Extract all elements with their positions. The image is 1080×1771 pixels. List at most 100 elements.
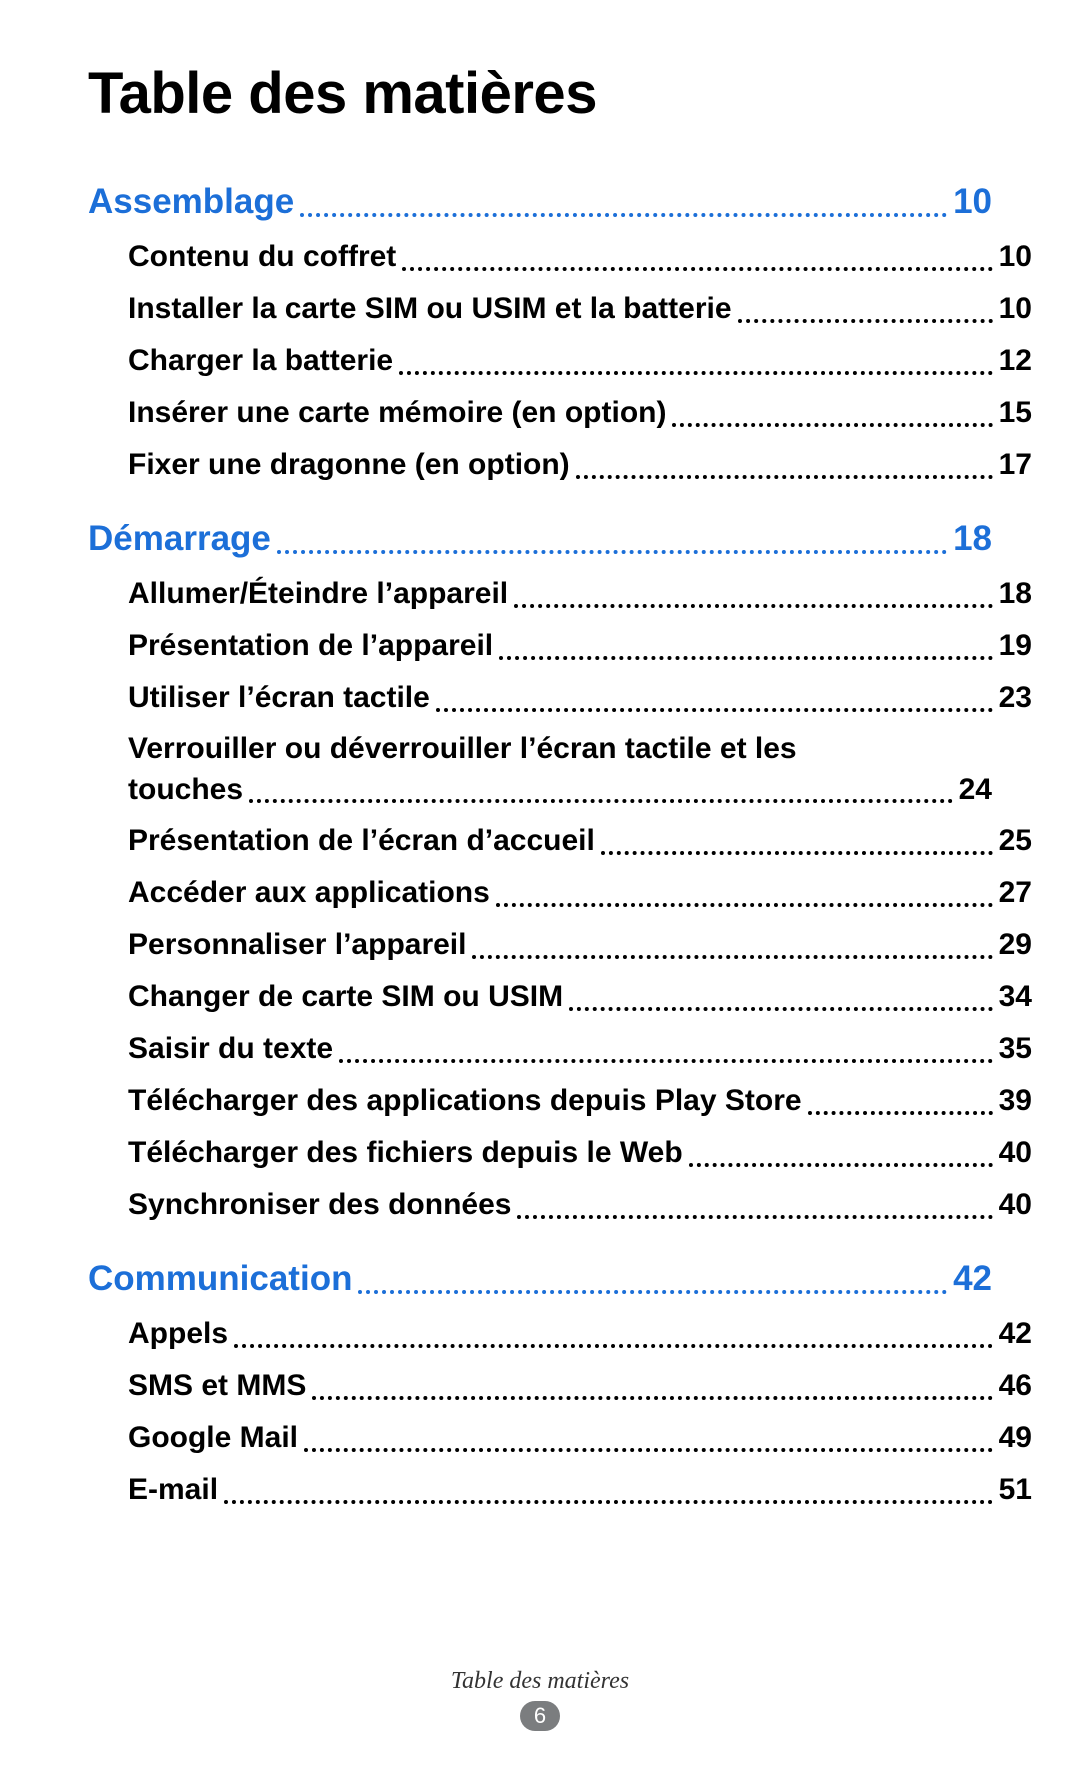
toc-sub-row[interactable]: E-mail 51	[88, 1469, 1032, 1511]
toc-leader-dots	[234, 1343, 993, 1348]
toc-sub-row[interactable]: Verrouiller ou déverrouiller l’écran tac…	[88, 729, 992, 810]
toc-leader-dots	[399, 370, 993, 375]
footer-section-label: Table des matières	[0, 1668, 1080, 1695]
toc-sub-page: 40	[999, 1184, 1032, 1226]
toc-sub-page: 35	[999, 1028, 1032, 1070]
toc-leader-dots	[224, 1499, 993, 1504]
toc-leader-dots	[300, 212, 947, 217]
table-of-contents: Assemblage 10 Contenu du coffret 10 Installe…	[88, 177, 992, 1511]
toc-leader-dots	[689, 1162, 993, 1167]
toc-leader-dots	[249, 798, 953, 803]
toc-sub-label: Google Mail	[128, 1417, 298, 1459]
toc-sub-label: Télécharger des applications depuis Play…	[128, 1080, 802, 1122]
toc-sub-page: 25	[999, 820, 1032, 862]
toc-section-page: 10	[953, 177, 992, 226]
toc-sub-row[interactable]: Synchroniser des données 40	[88, 1184, 1032, 1226]
page-number-badge: 6	[520, 1701, 560, 1731]
toc-sub-label: Personnaliser l’appareil	[128, 924, 466, 966]
toc-leader-dots	[472, 954, 992, 959]
toc-section: Démarrage 18 Allumer/Éteindre l’appareil 18…	[88, 514, 992, 1226]
toc-sub-page: 34	[999, 976, 1032, 1018]
toc-sub-label: Verrouiller ou déverrouiller l’écran tac…	[128, 729, 992, 770]
toc-sub-label: touches	[128, 770, 243, 811]
toc-leader-dots	[517, 1214, 992, 1219]
toc-sub-label: Installer la carte SIM ou USIM et la bat…	[128, 288, 732, 330]
toc-leader-dots	[672, 422, 992, 427]
toc-sub-row[interactable]: Appels 42	[88, 1313, 1032, 1355]
toc-sub-row[interactable]: Fixer une dragonne (en option)17	[88, 444, 1032, 486]
toc-sub-row[interactable]: Télécharger des fichiers depuis le Web 40	[88, 1132, 1032, 1174]
toc-leader-dots	[514, 603, 993, 608]
toc-sub-page: 46	[999, 1365, 1032, 1407]
toc-sub-label: Insérer une carte mémoire (en option)	[128, 392, 666, 434]
toc-sub-page: 10	[999, 236, 1032, 278]
toc-sub-row[interactable]: Charger la batterie 12	[88, 340, 1032, 382]
toc-leader-dots	[304, 1447, 993, 1452]
toc-sub-label: Allumer/Éteindre l’appareil	[128, 573, 508, 615]
toc-section-page: 42	[953, 1254, 992, 1303]
toc-sub-row[interactable]: Utiliser l’écran tactile 23	[88, 677, 1032, 719]
toc-sub-label: Contenu du coffret	[128, 236, 396, 278]
page-title: Table des matières	[88, 60, 992, 127]
toc-sub-row[interactable]: Google Mail49	[88, 1417, 1032, 1459]
toc-sub-row[interactable]: Personnaliser l’appareil 29	[88, 924, 1032, 966]
toc-sub-page: 18	[999, 573, 1032, 615]
toc-section-label: Communication	[88, 1254, 352, 1303]
toc-sub-label: Présentation de l’appareil	[128, 625, 493, 667]
toc-sub-row[interactable]: Allumer/Éteindre l’appareil 18	[88, 573, 1032, 615]
toc-sub-label: Télécharger des fichiers depuis le Web	[128, 1132, 683, 1174]
toc-sub-row[interactable]: Saisir du texte 35	[88, 1028, 1032, 1070]
toc-sub-row[interactable]: Insérer une carte mémoire (en option) 15	[88, 392, 1032, 434]
toc-section-row[interactable]: Démarrage 18	[88, 514, 992, 563]
toc-leader-dots	[499, 655, 993, 660]
toc-sub-label: Synchroniser des données	[128, 1184, 511, 1226]
toc-sub-page: 23	[999, 677, 1032, 719]
toc-leader-dots	[576, 474, 993, 479]
toc-sub-row[interactable]: Présentation de l’écran d’accueil 25	[88, 820, 1032, 862]
toc-sub-row[interactable]: Changer de carte SIM ou USIM 34	[88, 976, 1032, 1018]
toc-sub-label: Présentation de l’écran d’accueil	[128, 820, 595, 862]
toc-leader-dots	[402, 266, 992, 271]
toc-sub-row[interactable]: Contenu du coffret 10	[88, 236, 1032, 278]
toc-sub-row[interactable]: Télécharger des applications depuis Play…	[88, 1080, 1032, 1122]
toc-sub-label: Utiliser l’écran tactile	[128, 677, 430, 719]
toc-leader-dots	[436, 707, 993, 712]
toc-leader-dots	[601, 850, 993, 855]
toc-sub-page: 39	[999, 1080, 1032, 1122]
toc-section: Assemblage 10 Contenu du coffret 10 Installe…	[88, 177, 992, 486]
toc-sub-page: 51	[999, 1469, 1032, 1511]
toc-sub-page: 10	[999, 288, 1032, 330]
toc-leader-dots	[339, 1058, 993, 1063]
toc-sub-row[interactable]: SMS et MMS 46	[88, 1365, 1032, 1407]
toc-sub-row[interactable]: Présentation de l’appareil 19	[88, 625, 1032, 667]
toc-leader-dots	[277, 549, 947, 554]
toc-section-row[interactable]: Communication 42	[88, 1254, 992, 1303]
toc-sub-page: 29	[999, 924, 1032, 966]
toc-leader-dots	[312, 1395, 992, 1400]
toc-sub-label: Saisir du texte	[128, 1028, 333, 1070]
toc-sub-label: Charger la batterie	[128, 340, 393, 382]
toc-sub-page: 17	[999, 444, 1032, 486]
toc-sub-label: Accéder aux applications	[128, 872, 490, 914]
toc-sub-label: Appels	[128, 1313, 228, 1355]
toc-leader-dots	[496, 902, 993, 907]
toc-section-label: Assemblage	[88, 177, 294, 226]
toc-section-page: 18	[953, 514, 992, 563]
toc-leader-dots	[738, 318, 993, 323]
toc-sub-page: 15	[999, 392, 1032, 434]
page: Table des matières Assemblage10Contenu d…	[0, 0, 1080, 1771]
toc-sub-page: 12	[999, 340, 1032, 382]
toc-sub-label: SMS et MMS	[128, 1365, 306, 1407]
toc-sub-label: E-mail	[128, 1469, 218, 1511]
toc-section-label: Démarrage	[88, 514, 271, 563]
toc-section-row[interactable]: Assemblage 10	[88, 177, 992, 226]
toc-sub-row[interactable]: Accéder aux applications27	[88, 872, 1032, 914]
toc-leader-dots	[808, 1110, 993, 1115]
toc-leader-dots	[569, 1006, 993, 1011]
toc-sub-label: Changer de carte SIM ou USIM	[128, 976, 563, 1018]
page-footer: Table des matières 6	[0, 1668, 1080, 1731]
toc-sub-row[interactable]: Installer la carte SIM ou USIM et la bat…	[88, 288, 1032, 330]
toc-sub-page: 19	[999, 625, 1032, 667]
toc-sub-page: 40	[999, 1132, 1032, 1174]
toc-sub-page: 42	[999, 1313, 1032, 1355]
